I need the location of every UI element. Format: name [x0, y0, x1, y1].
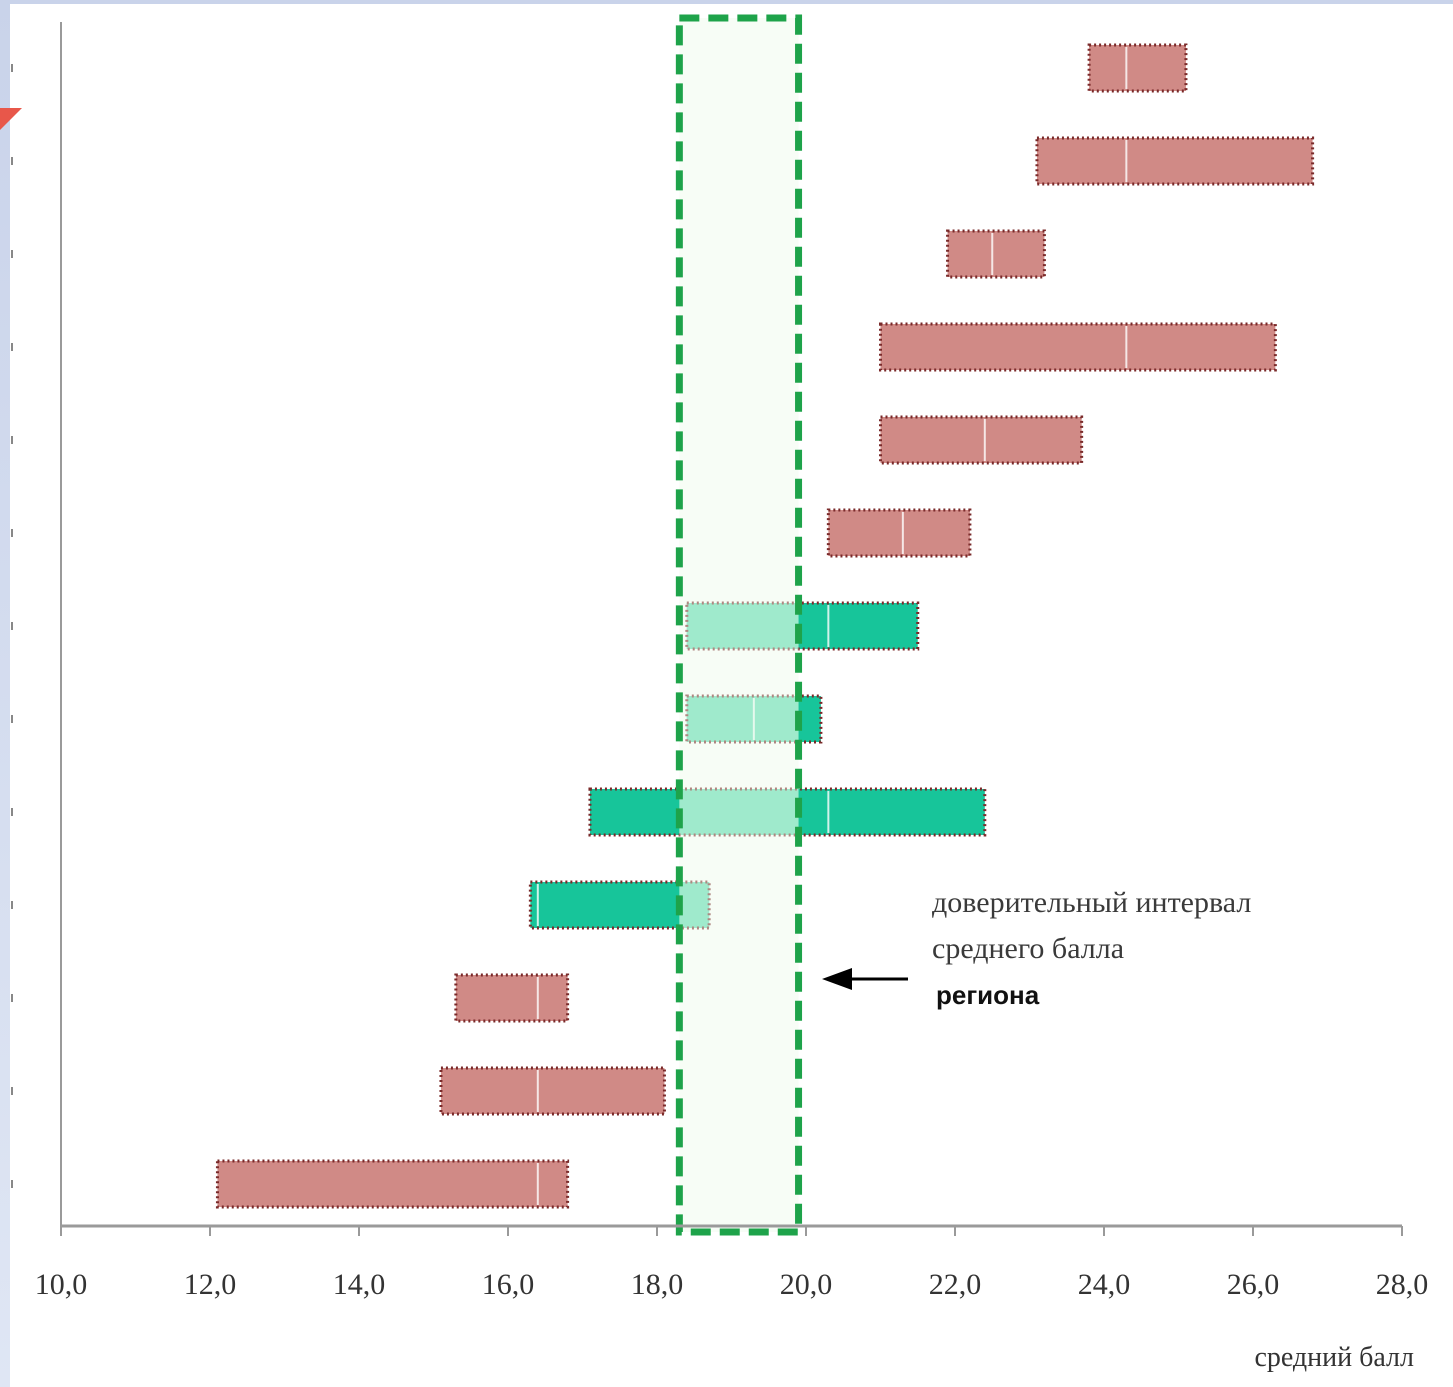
interval-bar	[880, 324, 1276, 370]
interval-bar-border	[826, 508, 972, 558]
interval-bar-border	[946, 229, 1046, 279]
annotation-arrow-head	[822, 968, 852, 990]
interval-bar	[1089, 45, 1186, 91]
x-tick-label: 14,0	[333, 1268, 386, 1301]
confidence-band	[675, 14, 803, 1236]
annotation-line-3: региона	[936, 980, 1040, 1010]
interval-bar-border	[454, 973, 570, 1023]
interval-bar-border	[1035, 136, 1315, 186]
slide-left-edge	[0, 0, 10, 1387]
x-tick-label: 16,0	[482, 1268, 535, 1301]
interval-bar	[440, 1068, 665, 1114]
x-tick-label: 12,0	[184, 1268, 237, 1301]
slide-top-bar	[0, 0, 1453, 4]
x-tick-label: 22,0	[929, 1268, 982, 1301]
interval-bar-border	[685, 601, 920, 651]
x-tick-label: 24,0	[1078, 1268, 1131, 1301]
x-tick-label: 26,0	[1227, 1268, 1280, 1301]
bars-layer	[215, 43, 1315, 1209]
annotation-line-1: доверительный интервал	[932, 886, 1251, 919]
x-axis-title: средний балл	[1254, 1342, 1414, 1373]
annotation-line-2: среднего балла	[932, 932, 1124, 965]
interval-bar	[217, 1161, 568, 1207]
interval-bar-band-overlap	[686, 603, 799, 649]
interval-bar-border	[215, 1159, 570, 1209]
annotation-arrow	[822, 968, 908, 990]
confidence-band-layer	[675, 14, 803, 1236]
interval-bar	[947, 231, 1045, 277]
axis-layer: 10,0 12,0 14,0 16,0 18,0 20,0 22,0 24,0 26,0 28,0	[11, 22, 1429, 1301]
interval-bar-band-overlap	[679, 882, 710, 928]
interval-bar	[828, 510, 970, 556]
slide-corner-mark	[0, 108, 22, 130]
interval-bar-band-overlap	[679, 789, 799, 835]
interval-bar	[880, 417, 1082, 463]
x-tick-label: 20,0	[780, 1268, 833, 1301]
interval-bar-band-overlap	[686, 696, 799, 742]
interval-bar	[455, 975, 568, 1021]
interval-bar-border	[879, 415, 1084, 465]
interval-bar-border	[439, 1066, 666, 1116]
x-tick-label: 10,0	[35, 1268, 88, 1301]
x-tick-label: 18,0	[631, 1268, 684, 1301]
interval-bar-border	[528, 880, 711, 930]
interval-bar	[1036, 138, 1313, 184]
interval-bar-border	[1087, 43, 1188, 93]
x-tick-label: 28,0	[1376, 1268, 1429, 1301]
